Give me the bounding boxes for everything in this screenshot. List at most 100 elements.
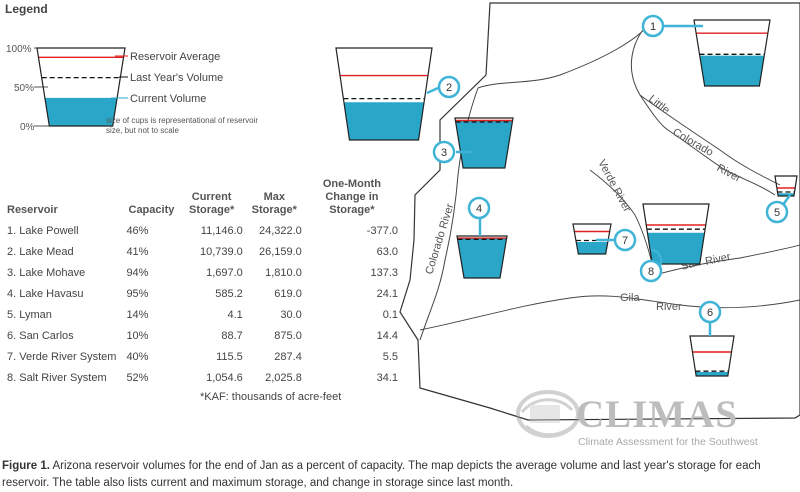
row-capacity: 41% — [126, 246, 149, 258]
reservoir-cup-6 — [689, 335, 735, 377]
marker-8: 8 — [639, 259, 663, 283]
reservoir-cup-3 — [454, 117, 514, 169]
current-volume-fill — [455, 121, 513, 168]
table-row: 4. Lake Havasu 95% 585.2 619.0 24.1 — [5, 284, 400, 305]
marker-6: 6 — [698, 300, 722, 324]
table-row: 5. Lyman 14% 4.1 30.0 0.1 — [5, 305, 400, 326]
cup-outline — [689, 335, 735, 377]
row-reservoir: 6. San Carlos — [7, 330, 74, 342]
climas-globe-icon — [516, 390, 580, 438]
row-reservoir: 5. Lyman — [7, 309, 52, 321]
marker-label: 4 — [476, 203, 482, 215]
current-volume-fill — [457, 238, 507, 278]
marker-circle — [613, 228, 637, 252]
row-capacity: 52% — [126, 372, 149, 384]
legend-axis-0: 0% — [20, 122, 35, 133]
river-label-verde: Verde River — [595, 158, 633, 215]
current-volume-fill — [695, 372, 729, 376]
row-current-storage: 585.2 — [215, 288, 243, 300]
legend-cup-shape — [36, 47, 126, 127]
legend-title: Legend — [5, 2, 48, 16]
legend-label-last-year: Last Year's Volume — [130, 72, 223, 84]
table-header-row: Reservoir Capacity Current Storage* Max … — [5, 178, 400, 221]
reservoir-cup-2 — [335, 47, 433, 141]
header-current-storage: Current Storage* — [188, 191, 235, 216]
row-max-storage: 619.0 — [274, 288, 302, 300]
little-colorado-river — [639, 94, 781, 186]
table-row: 2. Lake Mead 41% 10,739.0 26,159.0 63.0 — [5, 242, 400, 263]
row-reservoir: 8. Salt River System — [7, 372, 107, 384]
row-max-storage: 1,810.0 — [265, 267, 302, 279]
row-reservoir: 2. Lake Mead — [7, 246, 74, 258]
cup-outline — [693, 19, 771, 87]
reservoir-cup-1 — [693, 19, 771, 87]
row-one-month-change: 0.1 — [382, 309, 398, 321]
row-max-storage: 875.0 — [274, 330, 302, 342]
figure-caption: Figure 1. Arizona reservoir volumes for … — [2, 458, 798, 492]
gila-river — [419, 295, 800, 331]
row-reservoir: 7. Verde River System — [7, 351, 117, 363]
legend-label-current: Current Volume — [130, 93, 206, 105]
row-reservoir: 3. Lake Mohave — [7, 267, 86, 279]
legend-label-average: Reservoir Average — [130, 51, 220, 63]
reservoir-cup-7 — [572, 223, 612, 255]
marker-3: 3 — [432, 140, 456, 164]
marker-label: 6 — [707, 307, 713, 319]
row-max-storage: 24,322.0 — [258, 225, 302, 237]
marker-label: 7 — [622, 235, 628, 247]
row-capacity: 10% — [126, 330, 149, 342]
reservoir-table: Reservoir Capacity Current Storage* Max … — [5, 178, 400, 389]
cup-outline — [36, 47, 126, 127]
table-row: 3. Lake Mohave 94% 1,697.0 1,810.0 137.3 — [5, 263, 400, 284]
caption-text: Arizona reservoir volumes for the end of… — [2, 460, 761, 489]
row-current-storage: 1,054.6 — [206, 372, 243, 384]
reservoir-cup-8 — [642, 203, 710, 265]
caption-label: Figure 1. — [2, 460, 50, 472]
reservoir-cups — [335, 19, 798, 377]
row-current-storage: 115.5 — [216, 351, 243, 363]
row-one-month-change: 24.1 — [376, 288, 398, 300]
cup-outline — [335, 47, 433, 141]
current-volume-fill — [576, 242, 608, 254]
marker-circle — [639, 259, 663, 283]
row-current-storage: 11,146.0 — [200, 225, 243, 237]
river-label-salt-river-word: River — [704, 251, 732, 268]
river-label-gila: Gila — [620, 292, 640, 304]
header-one-month-change: One-Month Change in Storage* — [322, 178, 381, 216]
current-volume-fill — [699, 55, 765, 86]
reservoir-cup-4 — [456, 235, 508, 279]
marker-circle — [641, 14, 665, 38]
marker-circle — [467, 196, 491, 220]
marker-circle — [698, 300, 722, 324]
marker-5: 5 — [765, 200, 789, 224]
river-label-colorado-west: Colorado River — [423, 202, 456, 276]
cup-outline — [572, 223, 612, 255]
row-capacity: 46% — [126, 225, 149, 237]
legend-axis-50: 50% — [14, 83, 34, 94]
cup-outline — [774, 175, 798, 197]
row-max-storage: 287.4 — [274, 351, 302, 363]
marker-circle — [432, 140, 456, 164]
row-current-storage: 88.7 — [221, 330, 243, 342]
reservoir-markers: 1 2 3 4 5 6 7 8 — [432, 14, 789, 324]
river-label-gila-river-word: River — [656, 301, 682, 313]
marker-7: 7 — [613, 228, 637, 252]
table-row: 6. San Carlos 10% 88.7 875.0 14.4 — [5, 326, 400, 347]
current-volume-fill — [343, 102, 425, 140]
table-row: 8. Salt River System 52% 1,054.6 2,025.8 34.… — [5, 368, 400, 389]
marker-label: 2 — [446, 82, 452, 94]
row-one-month-change: 34.1 — [376, 372, 398, 384]
legend-note: size of cups is representational of rese… — [106, 116, 259, 135]
reservoir-cup-5 — [774, 175, 798, 197]
row-current-storage: 4.1 — [227, 309, 243, 321]
climas-logo-text: CLIMAS — [576, 393, 739, 436]
marker-label: 3 — [441, 147, 447, 159]
header-reservoir: Reservoir — [7, 204, 58, 216]
marker-label: 8 — [648, 266, 654, 278]
climas-logo-subtitle: Climate Assessment for the Southwest — [578, 436, 758, 448]
river-label-colorado-river-word: River — [715, 162, 744, 185]
header-capacity: Capacity — [128, 204, 175, 216]
marker-2: 2 — [437, 75, 461, 99]
row-capacity: 40% — [126, 351, 149, 363]
row-capacity: 95% — [126, 288, 149, 300]
